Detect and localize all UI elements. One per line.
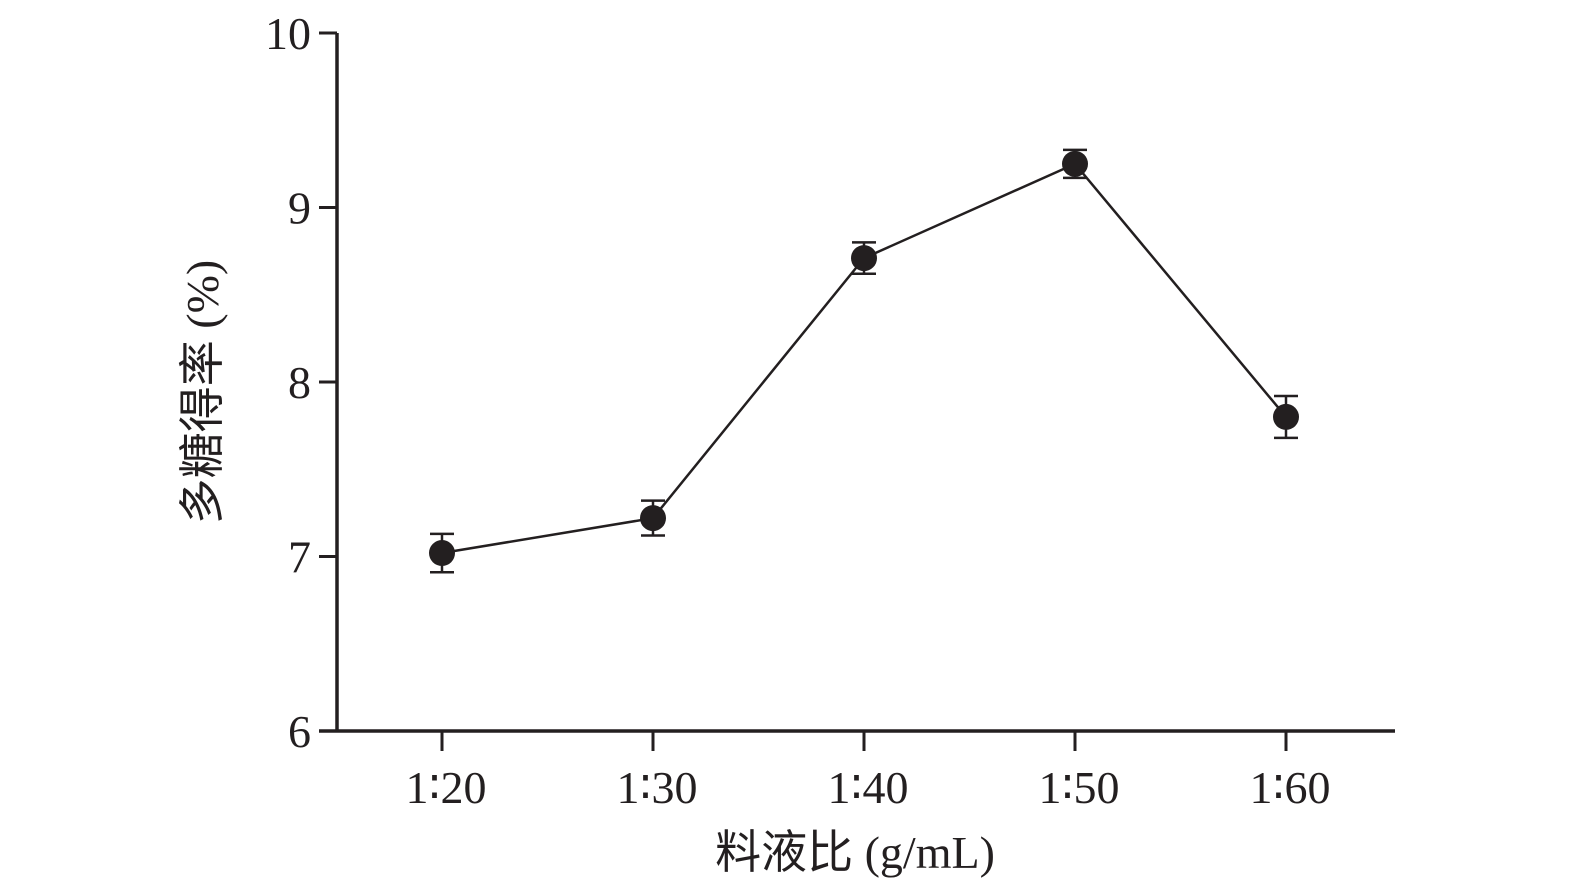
x-axis-title: 料液比 (g/mL)	[715, 827, 995, 878]
x-tick-label: 1∶60	[1250, 762, 1331, 813]
data-point	[640, 505, 666, 532]
y-tick-label: 6	[288, 706, 311, 757]
data-point	[1273, 403, 1299, 430]
x-tick-label: 1∶50	[1039, 762, 1120, 813]
y-axis-title: 多糖得率 (%)	[177, 260, 228, 524]
y-tick-label: 7	[288, 532, 311, 583]
error-bars	[430, 148, 1298, 574]
data-point	[1062, 150, 1088, 177]
data-points	[429, 150, 1299, 567]
series-line	[441, 162, 1287, 555]
x-tick-label: 1∶40	[828, 762, 909, 813]
data-point	[429, 540, 455, 567]
y-tick-label: 8	[288, 357, 311, 408]
x-tick-label: 1∶20	[406, 762, 487, 813]
y-axis: 6 7 8 9 10	[265, 8, 339, 757]
x-tick-label: 1∶30	[617, 762, 698, 813]
y-tick-label: 9	[288, 183, 311, 234]
data-point	[851, 245, 877, 272]
y-tick-label: 10	[265, 8, 311, 59]
x-axis: 1∶20 1∶30 1∶40 1∶50 1∶60	[319, 729, 1395, 813]
